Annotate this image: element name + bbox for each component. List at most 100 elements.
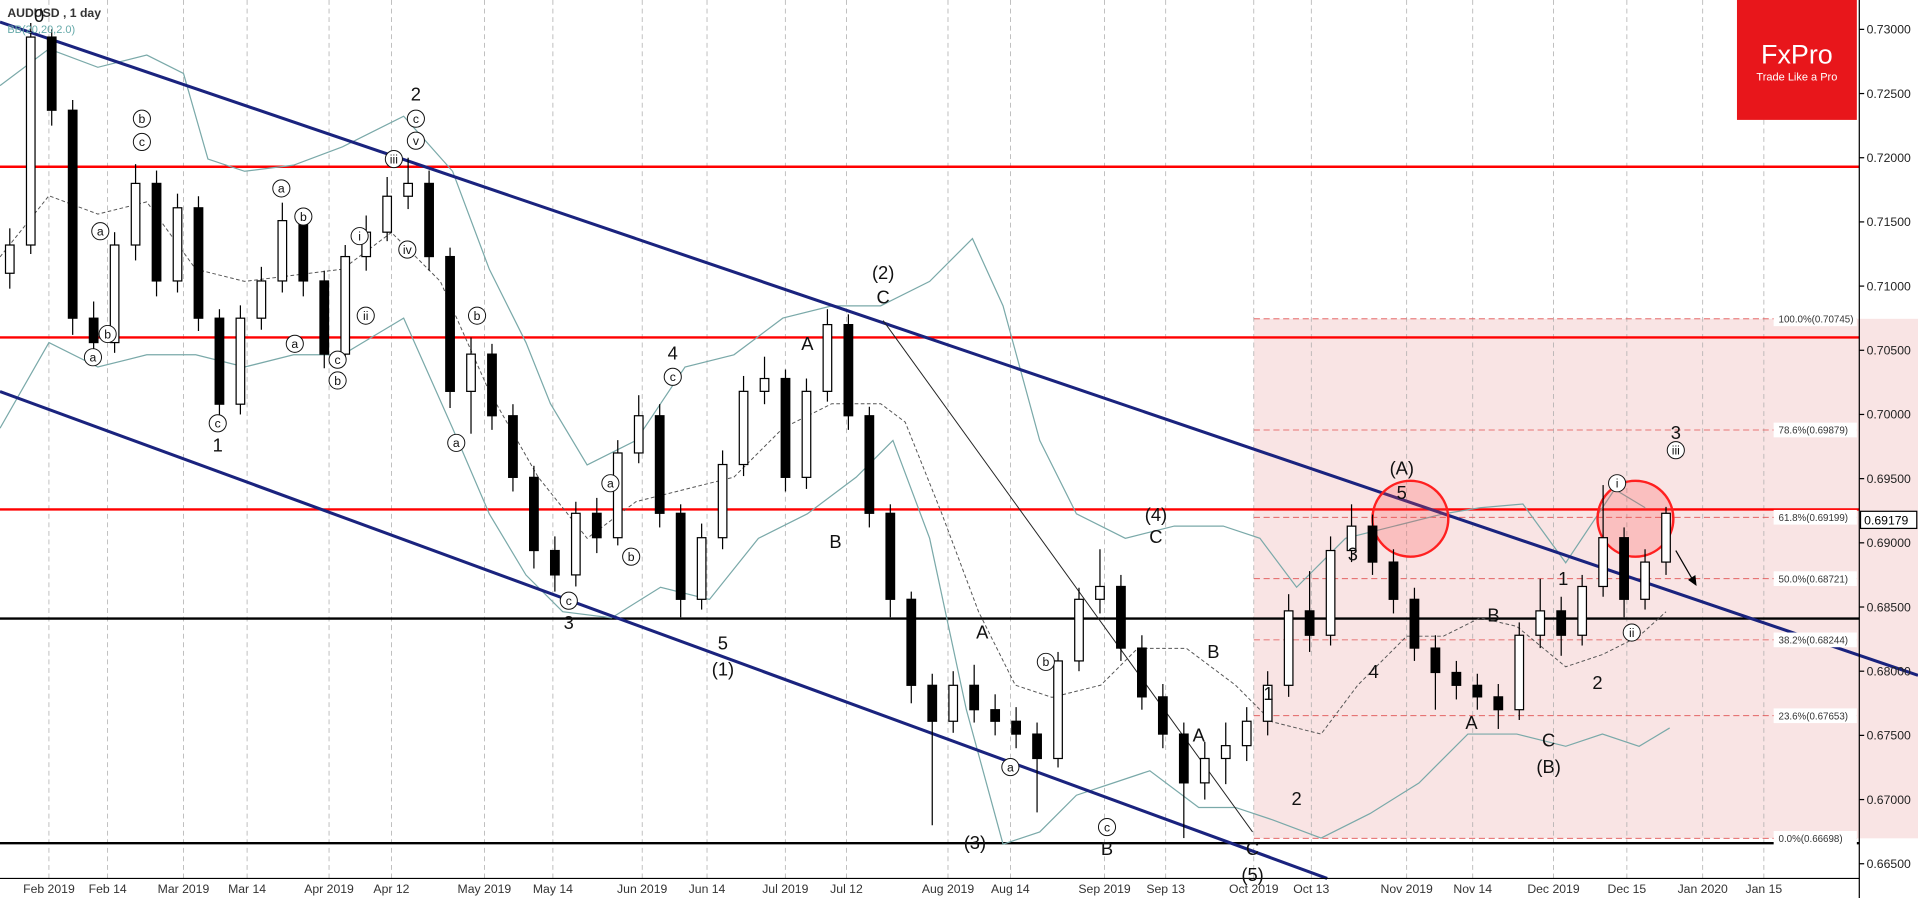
candle-body — [25, 36, 36, 246]
x-tick-label: Oct 13 — [1293, 882, 1329, 896]
candle-body — [382, 195, 393, 233]
candle-body — [969, 684, 980, 711]
x-tick-label: Jun 14 — [689, 882, 726, 896]
candle-body — [906, 598, 917, 686]
candle-body — [1598, 537, 1609, 588]
wave-circle — [91, 222, 110, 241]
wave-label: 3 — [564, 612, 574, 633]
x-tick-label: Dec 15 — [1608, 882, 1647, 896]
candle-body — [675, 512, 686, 600]
candle-body — [340, 255, 351, 355]
wave-label: 3 — [1348, 543, 1358, 564]
wave-label: (2) — [872, 262, 894, 283]
x-tick-label: Jul 12 — [830, 882, 863, 896]
wave-label: A — [1465, 712, 1478, 733]
wave-circle — [406, 131, 425, 150]
candle-body — [277, 220, 288, 282]
candle-body — [591, 512, 602, 539]
wave-circle — [398, 240, 417, 259]
circled-wave-label: c — [566, 594, 572, 608]
candle-body — [445, 255, 455, 392]
fib-label-box — [1773, 708, 1857, 724]
fib-label: 100.0%(0.70745) — [1779, 314, 1854, 325]
x-tick-label: Mar 14 — [228, 882, 266, 896]
wave-label: 1 — [213, 434, 223, 455]
candle-body — [256, 280, 267, 319]
wave-circle — [1036, 652, 1055, 671]
y-tick-label: 0.67500 — [1867, 729, 1911, 743]
wave-circle — [406, 109, 425, 128]
candle-body — [1262, 684, 1273, 722]
candle-body — [948, 684, 959, 722]
x-tick-label: Nov 2019 — [1381, 882, 1434, 896]
wave-label: B — [1207, 641, 1219, 662]
candle-body — [508, 415, 518, 478]
candle-body — [172, 207, 183, 282]
candle-body — [696, 537, 707, 600]
candle-body — [843, 323, 854, 417]
wave-circle — [98, 324, 117, 344]
x-tick-label: Sep 2019 — [1078, 882, 1131, 896]
candle-body — [1619, 537, 1629, 600]
candle-body — [1199, 757, 1210, 784]
candle-body — [549, 549, 560, 576]
candle-body — [717, 463, 728, 539]
wave-circle — [350, 227, 369, 246]
x-tick-label: Jan 15 — [1746, 882, 1783, 896]
candle-body — [1430, 647, 1441, 674]
candle-body — [570, 512, 581, 576]
candle-body — [109, 244, 120, 344]
fib-label-box — [1773, 422, 1857, 438]
wave-label: A — [1193, 724, 1206, 745]
candle-body — [1053, 660, 1063, 760]
wave-label: (1) — [712, 658, 734, 679]
wave-circle — [1666, 441, 1685, 460]
candle-body — [466, 353, 476, 392]
wave-circle — [663, 367, 682, 386]
candle-body — [1011, 720, 1021, 735]
circled-wave-label: a — [97, 225, 104, 239]
chart-title: AUDUSD , 1 day — [7, 6, 101, 20]
wave-circle — [1608, 474, 1627, 493]
y-tick-label: 0.72500 — [1867, 87, 1911, 101]
indicators — [0, 20, 1918, 880]
circled-wave-label: a — [291, 337, 298, 351]
y-tick-label: 0.67000 — [1867, 793, 1911, 807]
candle-body — [1346, 525, 1357, 552]
wave-circle — [294, 207, 313, 226]
candle-body — [1493, 696, 1504, 711]
candle-body — [1535, 610, 1546, 636]
candle-body — [67, 109, 78, 319]
fib-label: 78.6%(0.69879) — [1779, 426, 1848, 437]
y-tick-label: 0.72000 — [1867, 151, 1911, 165]
candle-body — [654, 415, 665, 514]
x-tick-label: Oct 2019 — [1229, 882, 1279, 896]
wave-label: 1 — [1263, 683, 1273, 704]
y-tick-label: 0.66500 — [1867, 857, 1911, 871]
last-price-box — [1859, 510, 1918, 530]
candle-body — [801, 390, 812, 478]
wave-circle — [559, 591, 578, 610]
y-tick-label: 0.68000 — [1867, 664, 1911, 678]
circled-wave-label: b — [104, 327, 111, 341]
candle-body — [1283, 610, 1294, 686]
candle-body — [1514, 634, 1525, 711]
candle-body — [1116, 585, 1126, 649]
candle-body — [235, 317, 246, 405]
circled-wave-label: c — [1104, 820, 1110, 834]
logo-name: FxPro — [1761, 40, 1833, 70]
wave-label: (4) — [1145, 504, 1167, 525]
candle-body — [927, 684, 938, 722]
fib-label: 50.0%(0.68721) — [1779, 574, 1848, 585]
candle-body — [1472, 684, 1483, 698]
candle-body — [1095, 585, 1105, 600]
candle-body — [759, 377, 770, 392]
circled-wave-label: a — [90, 351, 97, 365]
candle-body — [529, 476, 539, 552]
x-tick-label: Jul 2019 — [762, 882, 808, 896]
y-tick-label: 0.71500 — [1867, 215, 1911, 229]
fib-label-box — [1773, 830, 1857, 846]
wave-label: B — [1101, 838, 1113, 859]
candle-body — [1388, 561, 1399, 600]
candle-body — [1304, 610, 1315, 636]
